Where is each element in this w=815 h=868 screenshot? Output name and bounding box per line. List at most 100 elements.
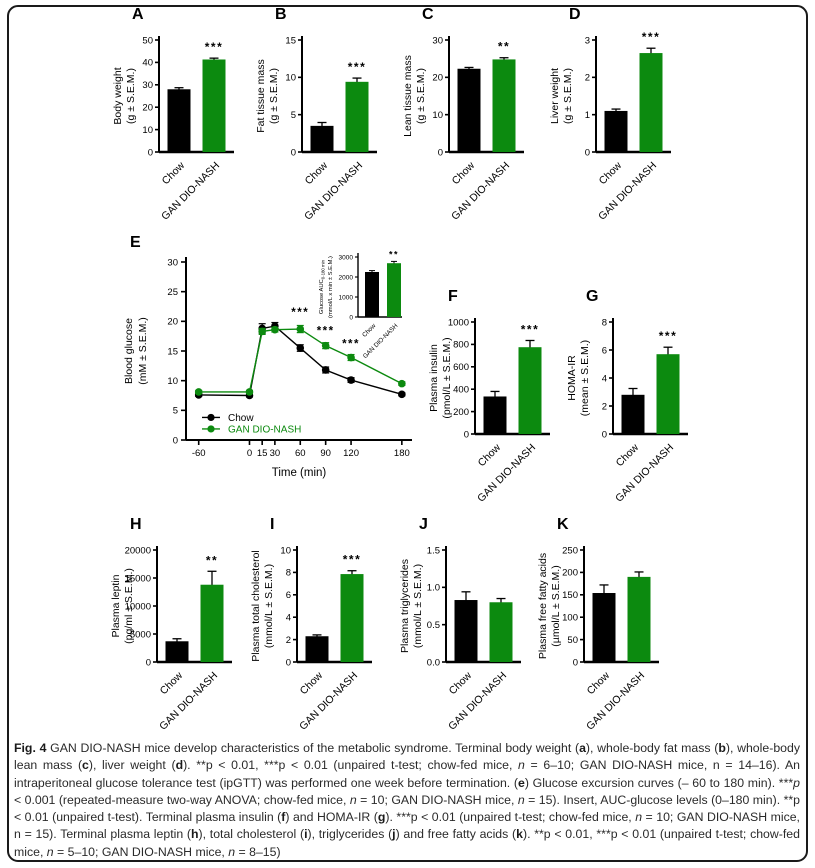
e-legend-marker (207, 425, 215, 433)
e-point-gan (398, 379, 406, 388)
D-tick-label: 3 (585, 35, 590, 46)
H-ylabel-2: (pg/ml ± S.E.M.) (123, 568, 135, 644)
B-tick-label: 5 (291, 110, 296, 121)
svg-text:90: 90 (320, 448, 331, 459)
panel-c-letter: C (422, 6, 434, 23)
panel-b: B 0 5 10 15 Chow GAN DIO-NASH *** Fat tissue ma… (255, 6, 405, 231)
H-ylabel-1: Plasma leptin (110, 574, 122, 637)
svg-text:120: 120 (343, 448, 359, 459)
e-point-gan (245, 388, 254, 396)
C-ylabel-2: (g ± S.E.M.) (415, 68, 427, 124)
panel-h: H 0 5000 10000 15000 20000 Chow GAN DIO-NASH **… (110, 516, 260, 746)
K-tick-label: 200 (562, 568, 578, 579)
H-sig: ** (206, 553, 218, 567)
H-tick-label: 15000 (125, 573, 151, 584)
panel-b-letter: B (275, 6, 287, 23)
H-tick-label: 0 (146, 657, 151, 668)
panel-f-chart: 0 200 400 600 800 1000 Chow GAN DIO-NASH *** Plas… (428, 304, 578, 516)
I-ylabel-2: (mmol/L ± S.E.M.) (263, 564, 275, 648)
A-ylabel-2: (g ± S.E.M.) (125, 68, 137, 124)
panel-j: J 0.0 0.5 1.0 1.5 Chow GAN DIO-NASH Plasma tri… (399, 516, 549, 746)
D-bar-chow (604, 110, 628, 152)
H-tick-label: 5000 (130, 629, 151, 640)
I-bar-gan (340, 574, 364, 662)
I-tick-label: 8 (286, 568, 291, 579)
E-insert-bar-gan (387, 263, 401, 317)
D-ylabel-1: Liver weight (549, 68, 561, 124)
B-ylabel-1: Fat tissue mass (255, 59, 267, 133)
F-tick-label: 600 (453, 362, 469, 373)
D-tick-label: 2 (585, 73, 590, 84)
e-point-gan (194, 388, 203, 396)
panel-i-chart: 0 2 4 6 8 10 Chow GAN DIO-NASH *** Plasma total c… (250, 532, 400, 744)
F-cat-label: Chow (476, 441, 504, 469)
B-ylabel-2: (g ± S.E.M.) (268, 68, 280, 124)
J-tick-label: 1.5 (427, 545, 440, 556)
C-bar-gan (492, 59, 516, 153)
G-bar-chow (621, 394, 645, 434)
A-tick-label: 20 (142, 103, 153, 114)
J-cat-label: Chow (447, 669, 475, 697)
panel-e-insert: 0 1000 2000 3000 Chow GAN DIO-NASH ** Glucose A… (318, 237, 430, 372)
J-tick-label: 1.0 (427, 583, 440, 594)
B-tick-label: 0 (291, 147, 296, 158)
C-tick-label: 10 (432, 110, 443, 121)
e-point-chow (398, 390, 406, 399)
panel-h-chart: 0 5000 10000 15000 20000 Chow GAN DIO-NASH ** Pl… (110, 532, 260, 744)
G-sig: *** (659, 329, 678, 343)
A-cat-label: Chow (160, 159, 188, 187)
B-tick-label: 10 (285, 73, 296, 84)
I-ylabel-1: Plasma total cholesterol (250, 550, 262, 661)
e-legend-label: Chow (228, 413, 254, 424)
G-ylabel-2: (mean ± S.E.M.) (579, 340, 591, 416)
K-ylabel-2: (µmol/L ± S.E.M.) (550, 565, 562, 646)
A-tick-label: 0 (148, 147, 153, 158)
G-cat-label: Chow (614, 441, 642, 469)
svg-text:30: 30 (270, 448, 281, 459)
G-ylabel-1: HOMA-IR (566, 355, 578, 401)
svg-text:30: 30 (167, 257, 178, 268)
panel-e: E 0 5 10 15 20 25 30 -60 0 15 30 60 90 120 180 *** *** **… (116, 234, 428, 504)
E-insert-ylabel-2: (mmol/L x min ± S.E.M.) (328, 256, 334, 318)
D-tick-label: 0 (585, 147, 590, 158)
K-tick-label: 250 (562, 545, 578, 556)
C-tick-label: 30 (432, 35, 443, 46)
svg-text:15: 15 (257, 448, 268, 459)
e-point-gan (321, 341, 330, 350)
e-point-gan (296, 325, 305, 333)
A-ylabel-1: Body weight (112, 67, 124, 124)
I-tick-label: 10 (280, 545, 291, 556)
e-point-chow (321, 366, 330, 374)
e-ylabel-2: (mM ± S.E.M.) (137, 317, 149, 385)
E-insert-sig: ** (389, 249, 399, 259)
C-tick-label: 0 (438, 147, 443, 158)
C-cat-label: Chow (450, 159, 478, 187)
e-point-gan (347, 353, 355, 362)
panel-k: K 0 50 100 150 200 250 Chow GAN DIO-NASH Plasma … (537, 516, 697, 746)
panel-i-letter: I (270, 516, 275, 533)
e-sig: *** (342, 338, 360, 350)
J-ylabel-2: (mmol/L ± S.E.M.) (412, 564, 424, 648)
e-point-chow (347, 376, 355, 384)
svg-text:20: 20 (167, 317, 178, 328)
D-ylabel-2: (g ± S.E.M.) (562, 68, 574, 124)
K-bar-chow (592, 593, 616, 662)
E-insert-bar-chow (365, 272, 379, 317)
panel-a: A 0 10 20 30 40 50 Chow GAN DIO-NASH *** Body wei… (112, 6, 262, 231)
K-tick-label: 100 (562, 613, 578, 624)
panel-j-letter: J (419, 516, 428, 533)
e-legend-label: GAN DIO-NASH (228, 424, 301, 435)
G-tick-label: 2 (602, 401, 607, 412)
panel-j-chart: 0.0 0.5 1.0 1.5 Chow GAN DIO-NASH Plasma trigl… (399, 532, 549, 744)
K-ylabel-1: Plasma free fatty acids (537, 553, 549, 659)
svg-text:-60: -60 (192, 448, 206, 459)
panel-i: I 0 2 4 6 8 10 Chow GAN DIO-NASH *** Plasma total… (250, 516, 400, 746)
